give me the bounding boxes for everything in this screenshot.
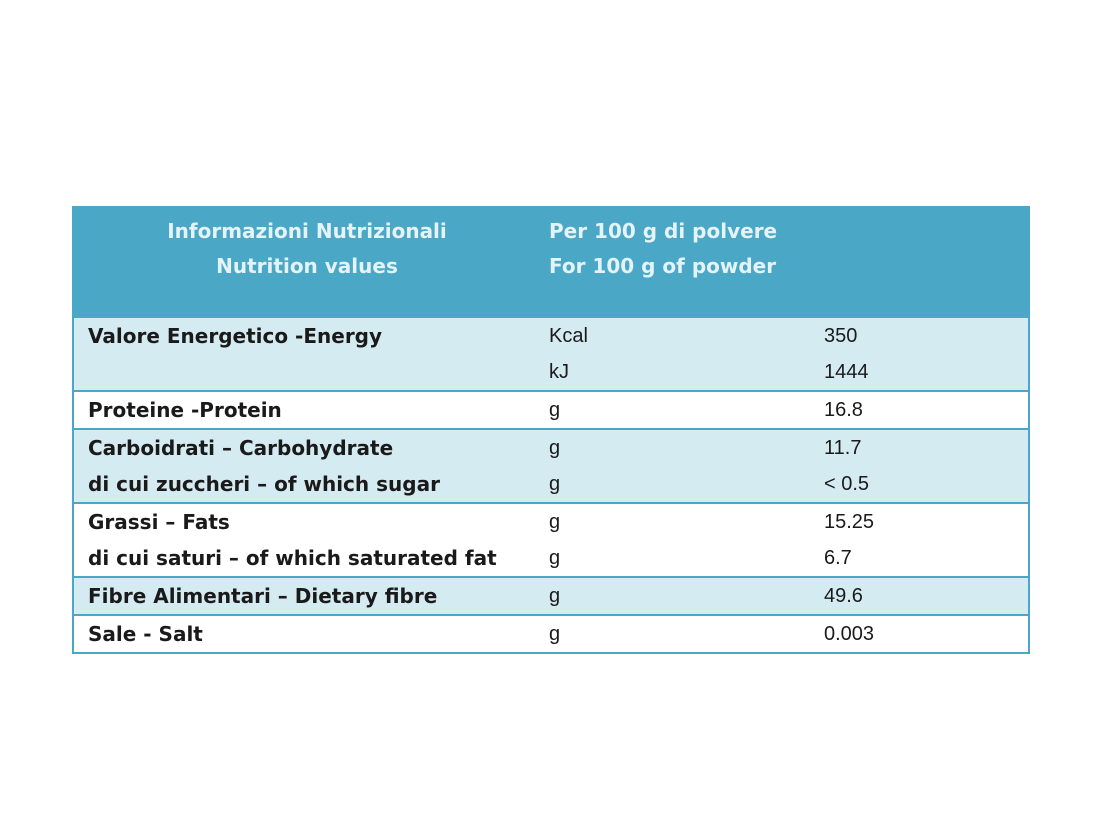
row-protein: Proteine -Protein g 16.8 xyxy=(74,390,1028,428)
header-per-100g: Per 100 g di polvere For 100 g of powder xyxy=(549,214,777,284)
row-fibre: Fibre Alimentari – Dietary fibre g 49.6 xyxy=(74,576,1028,614)
table-row: Grassi – Fats g 15.25 xyxy=(74,504,1028,540)
table-row: Carboidrati – Carbohydrate g 11.7 xyxy=(74,430,1028,466)
value-cell: 350 xyxy=(824,325,858,347)
row-energy: Valore Energetico -Energy Kcal 350 kJ 14… xyxy=(74,316,1028,390)
table-row: Valore Energetico -Energy Kcal 350 xyxy=(74,318,1028,354)
nutrient-label: Sale - Salt xyxy=(88,622,203,646)
unit-cell: g xyxy=(549,511,561,533)
table-header: Informazioni Nutrizionali Nutrition valu… xyxy=(74,208,1028,316)
header-col2-line2: For 100 g of powder xyxy=(549,254,777,278)
header-col1-line1: Informazioni Nutrizionali xyxy=(167,219,447,243)
table-row: Sale - Salt g 0.003 xyxy=(74,616,1028,652)
nutrition-table: Informazioni Nutrizionali Nutrition valu… xyxy=(72,206,1030,654)
row-salt: Sale - Salt g 0.003 xyxy=(74,614,1028,652)
value-cell: 1444 xyxy=(824,361,869,383)
unit-cell: g xyxy=(549,399,561,421)
nutrient-label: Proteine -Protein xyxy=(88,398,282,422)
header-col2-line1: Per 100 g di polvere xyxy=(549,219,778,243)
nutrient-label: di cui zuccheri – of which sugar xyxy=(88,472,440,496)
value-cell: 0.003 xyxy=(824,623,875,645)
table-row: Proteine -Protein g 16.8 xyxy=(74,392,1028,428)
nutrient-label: Valore Energetico -Energy xyxy=(88,324,383,348)
value-cell: < 0.5 xyxy=(824,473,870,495)
row-carbohydrate: Carboidrati – Carbohydrate g 11.7 di cui… xyxy=(74,428,1028,502)
unit-cell: g xyxy=(549,585,561,607)
value-cell: 15.25 xyxy=(824,511,875,533)
nutrient-label: di cui saturi – of which saturated fat xyxy=(88,546,497,570)
unit-cell: g xyxy=(549,437,561,459)
table-row: kJ 1444 xyxy=(74,354,1028,390)
table-row: di cui saturi – of which saturated fat g… xyxy=(74,540,1028,576)
value-cell: 6.7 xyxy=(824,547,852,569)
nutrient-label: Grassi – Fats xyxy=(88,510,230,534)
row-fats: Grassi – Fats g 15.25 di cui saturi – of… xyxy=(74,502,1028,576)
table-row: di cui zuccheri – of which sugar g < 0.5 xyxy=(74,466,1028,502)
value-cell: 16.8 xyxy=(824,399,863,421)
unit-cell: Kcal xyxy=(549,325,588,347)
unit-cell: g xyxy=(549,473,561,495)
nutrient-label: Carboidrati – Carbohydrate xyxy=(88,436,394,460)
header-nutrition-label: Informazioni Nutrizionali Nutrition valu… xyxy=(74,214,540,284)
value-cell: 49.6 xyxy=(824,585,863,607)
table-row: Fibre Alimentari – Dietary fibre g 49.6 xyxy=(74,578,1028,614)
unit-cell: g xyxy=(549,547,561,569)
unit-cell: g xyxy=(549,623,561,645)
nutrient-label: Fibre Alimentari – Dietary fibre xyxy=(88,584,438,608)
header-col1-line2: Nutrition values xyxy=(216,254,398,278)
unit-cell: kJ xyxy=(549,361,569,383)
value-cell: 11.7 xyxy=(824,437,862,459)
